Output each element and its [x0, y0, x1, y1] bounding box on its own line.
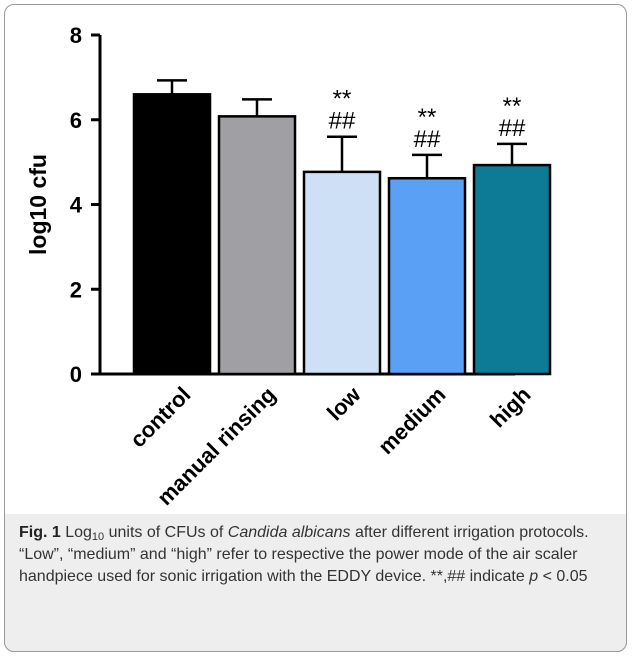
bar [217, 115, 297, 376]
figure-caption-box: Fig. 1 Log10 units of CFUs of Candida al… [4, 514, 627, 652]
y-tick-label: 4 [70, 193, 83, 218]
caption-text-d: < 0.05 [538, 568, 588, 585]
x-tick-label: low [322, 381, 366, 425]
p-symbol: p [529, 568, 539, 585]
significance-label: ## [499, 115, 526, 142]
bar [472, 163, 552, 376]
y-tick-label: 0 [70, 362, 82, 387]
bar [132, 93, 212, 376]
x-tick-label: control [125, 382, 195, 452]
y-tick-label: 2 [70, 277, 82, 302]
y-tick-label: 8 [70, 23, 82, 48]
caption-text-c: after different irrigation protocols. “L… [19, 524, 589, 585]
y-tick-label: 6 [70, 108, 82, 133]
caption-text-a: Log [60, 524, 92, 541]
bar [387, 176, 467, 376]
figure-label: Fig. 1 [19, 524, 61, 541]
x-tick-label: medium [373, 382, 450, 459]
x-tick-label: high [485, 382, 536, 433]
significance-label: ## [414, 126, 441, 153]
significance-label: ** [333, 86, 352, 113]
significance-label: ** [503, 93, 522, 120]
species-name: Candida albicans [227, 524, 351, 541]
y-axis-label: log10 cfu [25, 154, 51, 255]
caption-text-b: units of CFUs of [104, 524, 228, 541]
bar [302, 170, 382, 376]
significance-label: ** [418, 104, 437, 131]
figure-caption: Fig. 1 Log10 units of CFUs of Candida al… [19, 522, 617, 588]
significance-label: ## [329, 108, 356, 135]
caption-subscript: 10 [91, 531, 105, 543]
